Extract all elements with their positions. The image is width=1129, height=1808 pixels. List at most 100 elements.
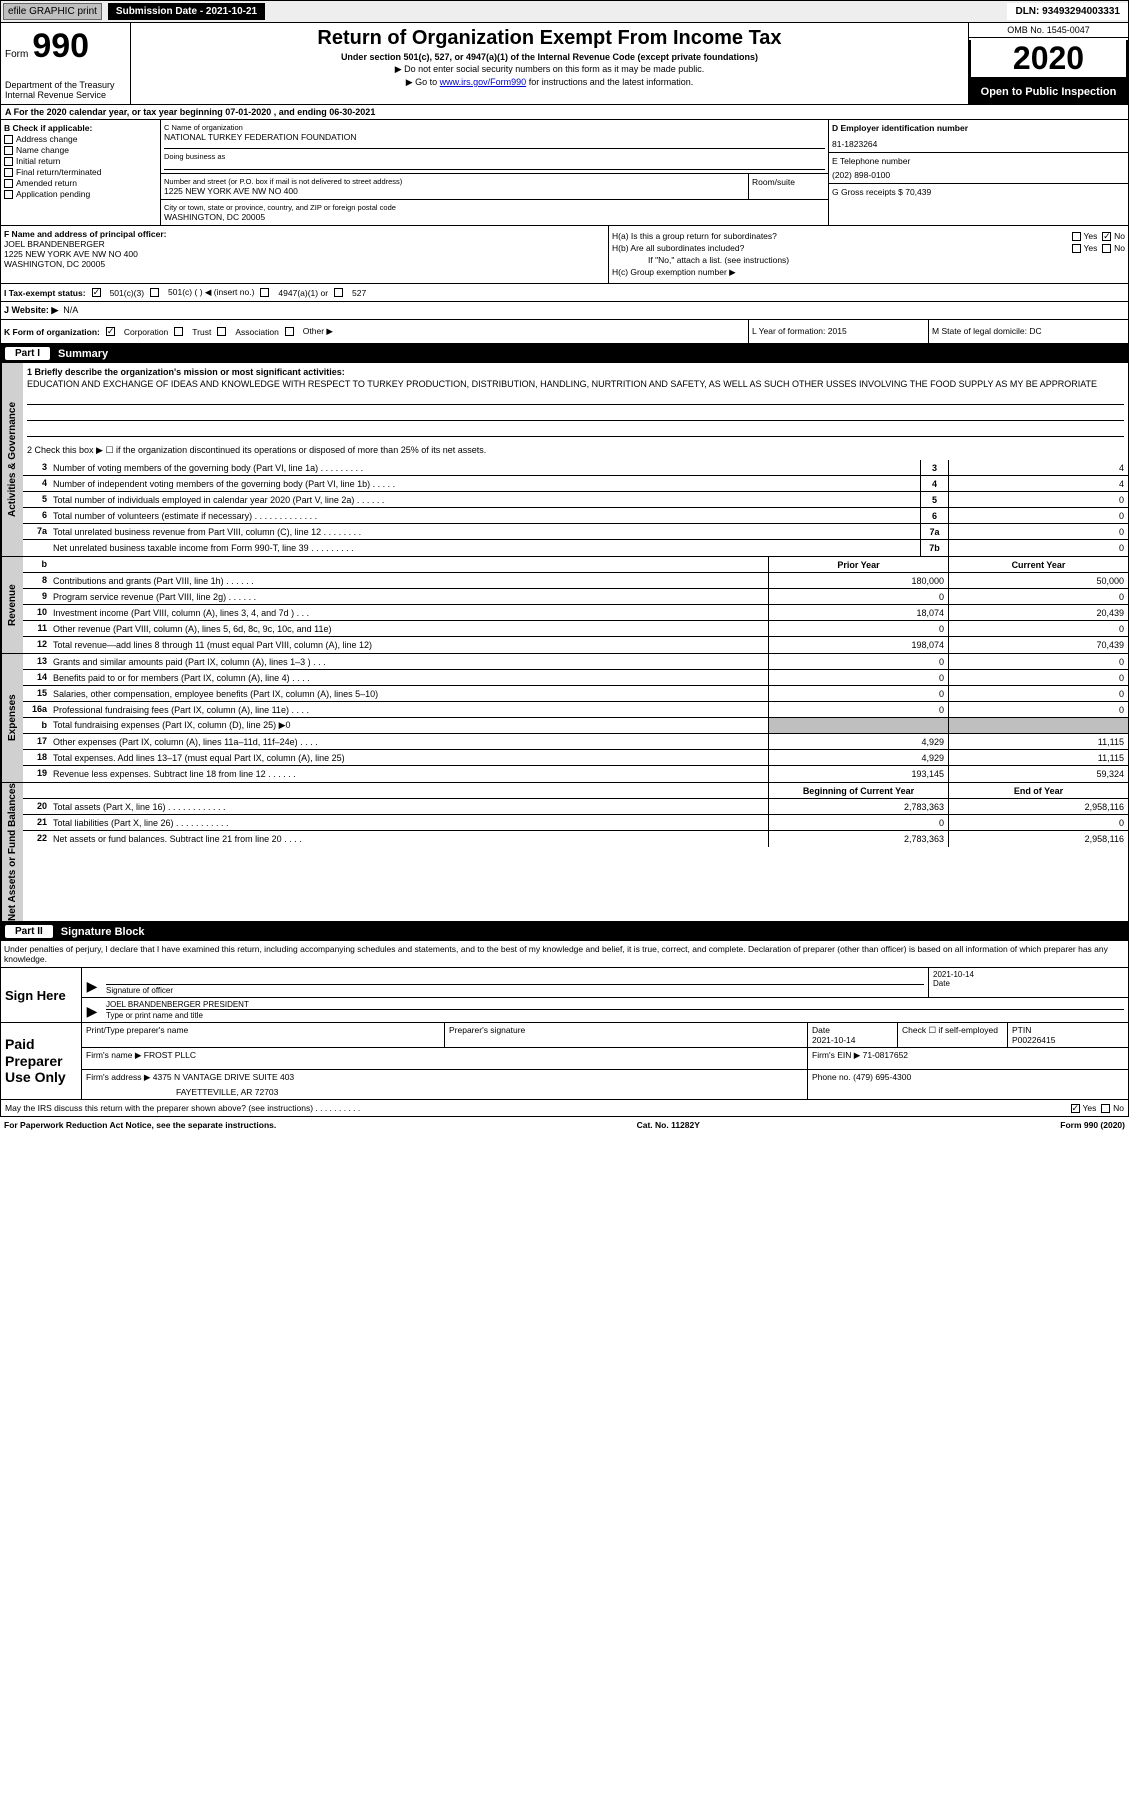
discuss-row: May the IRS discuss this return with the… bbox=[0, 1100, 1129, 1117]
efile-print-button[interactable]: efile GRAPHIC print bbox=[3, 3, 102, 20]
part-2-header: Part II Signature Block bbox=[0, 922, 1129, 941]
irs-label: Internal Revenue Service bbox=[5, 90, 126, 100]
page-footer: For Paperwork Reduction Act Notice, see … bbox=[0, 1117, 1129, 1133]
tax-period: A For the 2020 calendar year, or tax yea… bbox=[0, 105, 1129, 120]
officer-addr1: 1225 NEW YORK AVE NW NO 400 bbox=[4, 249, 605, 259]
tax-exempt-section: I Tax-exempt status: 501(c)(3) 501(c) ( … bbox=[0, 284, 1129, 302]
signature-intro: Under penalties of perjury, I declare th… bbox=[0, 941, 1129, 968]
table-row: 3Number of voting members of the governi… bbox=[23, 460, 1128, 476]
net-assets-block: Net Assets or Fund Balances Beginning of… bbox=[0, 783, 1129, 922]
submission-date: Submission Date - 2021-10-21 bbox=[108, 3, 265, 20]
discuss-yes-check bbox=[1071, 1104, 1080, 1113]
instructions-link[interactable]: www.irs.gov/Form990 bbox=[440, 77, 527, 87]
org-info-section: B Check if applicable: Address change Na… bbox=[0, 120, 1129, 226]
form-subtitle-1: Under section 501(c), 527, or 4947(a)(1)… bbox=[135, 52, 964, 62]
form-org-row: K Form of organization: Corporation Trus… bbox=[0, 320, 1129, 344]
current-year-header: Current Year bbox=[948, 557, 1128, 572]
table-row: 13Grants and similar amounts paid (Part … bbox=[23, 654, 1128, 670]
table-row: 6Total number of volunteers (estimate if… bbox=[23, 508, 1128, 524]
ptin: PTIN P00226415 bbox=[1008, 1023, 1128, 1047]
self-employed-check: Check ☐ if self-employed bbox=[898, 1023, 1008, 1047]
table-row: 14Benefits paid to or for members (Part … bbox=[23, 670, 1128, 686]
ha-label: H(a) Is this a group return for subordin… bbox=[612, 231, 1072, 241]
form-footer: Form 990 (2020) bbox=[1060, 1120, 1125, 1130]
table-row: 5Total number of individuals employed in… bbox=[23, 492, 1128, 508]
arrow-icon: ▶ bbox=[82, 968, 102, 997]
table-row: 22Net assets or fund balances. Subtract … bbox=[23, 831, 1128, 847]
year-formation: L Year of formation: 2015 bbox=[748, 320, 928, 343]
dept-label: Department of the Treasury bbox=[5, 80, 126, 90]
line-2: 2 Check this box ▶ ☐ if the organization… bbox=[27, 445, 1124, 456]
corporation-check bbox=[106, 327, 115, 336]
expenses-block: Expenses 13Grants and similar amounts pa… bbox=[0, 654, 1129, 783]
name-title-label: Type or print name and title bbox=[106, 1009, 1124, 1020]
prior-year-header: Prior Year bbox=[768, 557, 948, 572]
hb-note: If "No," attach a list. (see instruction… bbox=[648, 255, 1125, 265]
firm-phone: Phone no. (479) 695-4300 bbox=[808, 1070, 1128, 1099]
table-row: 17Other expenses (Part IX, column (A), l… bbox=[23, 734, 1128, 750]
expenses-tab: Expenses bbox=[1, 654, 23, 782]
phone-label: E Telephone number bbox=[832, 156, 1125, 166]
city-label: City or town, state or province, country… bbox=[164, 203, 825, 212]
address-value: 1225 NEW YORK AVE NW NO 400 bbox=[164, 186, 745, 196]
table-row: Net unrelated business taxable income fr… bbox=[23, 540, 1128, 556]
hc-label: H(c) Group exemption number ▶ bbox=[612, 267, 736, 278]
website-row: J Website: ▶ N/A bbox=[0, 302, 1129, 320]
prep-date: Date 2021-10-14 bbox=[808, 1023, 898, 1047]
table-row: 21Total liabilities (Part X, line 26) . … bbox=[23, 815, 1128, 831]
mission-prompt: 1 Briefly describe the organization's mi… bbox=[27, 367, 1124, 377]
table-row: 19Revenue less expenses. Subtract line 1… bbox=[23, 766, 1128, 782]
firm-name: FROST PLLC bbox=[144, 1050, 196, 1060]
table-row: 10Investment income (Part VIII, column (… bbox=[23, 605, 1128, 621]
prep-name-label: Print/Type preparer's name bbox=[82, 1023, 445, 1047]
website-value: N/A bbox=[63, 305, 78, 315]
ha-no-check bbox=[1102, 232, 1111, 241]
tax-year: 2020 bbox=[971, 40, 1126, 77]
end-year-header: End of Year bbox=[948, 783, 1128, 798]
cat-no: Cat. No. 11282Y bbox=[637, 1120, 700, 1130]
table-row: 18Total expenses. Add lines 13–17 (must … bbox=[23, 750, 1128, 766]
signature-label: Signature of officer bbox=[106, 984, 924, 995]
box-i-label: I Tax-exempt status: bbox=[4, 288, 86, 298]
governance-tab: Activities & Governance bbox=[1, 363, 23, 556]
table-row: 8Contributions and grants (Part VIII, li… bbox=[23, 573, 1128, 589]
ein-value: 81-1823264 bbox=[832, 139, 1125, 149]
paid-preparer-block: Paid Preparer Use Only Print/Type prepar… bbox=[0, 1023, 1129, 1100]
sign-here-label: Sign Here bbox=[1, 968, 81, 1022]
top-bar: efile GRAPHIC print Submission Date - 20… bbox=[0, 0, 1129, 23]
paperwork-notice: For Paperwork Reduction Act Notice, see … bbox=[4, 1120, 276, 1130]
form-subtitle-2: ▶ Do not enter social security numbers o… bbox=[135, 64, 964, 75]
table-row: 9Program service revenue (Part VIII, lin… bbox=[23, 589, 1128, 605]
table-row: 4Number of independent voting members of… bbox=[23, 476, 1128, 492]
firm-city: FAYETTEVILLE, AR 72703 bbox=[176, 1087, 803, 1097]
sign-here-block: Sign Here ▶ Signature of officer 2021-10… bbox=[0, 968, 1129, 1023]
net-assets-tab: Net Assets or Fund Balances bbox=[1, 783, 23, 921]
address-label: Number and street (or P.O. box if mail i… bbox=[164, 177, 745, 186]
phone-value: (202) 898-0100 bbox=[832, 170, 1125, 180]
ein-label: D Employer identification number bbox=[832, 123, 1125, 133]
dba-label: Doing business as bbox=[164, 152, 825, 161]
table-row: 16aProfessional fundraising fees (Part I… bbox=[23, 702, 1128, 718]
form-subtitle-3: ▶ Go to www.irs.gov/Form990 for instruct… bbox=[135, 77, 964, 88]
org-name-label: C Name of organization bbox=[164, 123, 825, 132]
begin-year-header: Beginning of Current Year bbox=[768, 783, 948, 798]
box-b: B Check if applicable: Address change Na… bbox=[1, 120, 161, 225]
hb-label: H(b) Are all subordinates included? bbox=[612, 243, 1072, 253]
state-domicile: M State of legal domicile: DC bbox=[928, 320, 1128, 343]
gross-receipts: G Gross receipts $ 70,439 bbox=[829, 184, 1128, 200]
officer-addr2: WASHINGTON, DC 20005 bbox=[4, 259, 605, 269]
dln-label: DLN: 93493294003331 bbox=[1007, 3, 1128, 20]
table-row: bTotal fundraising expenses (Part IX, co… bbox=[23, 718, 1128, 734]
firm-address: 4375 N VANTAGE DRIVE SUITE 403 bbox=[153, 1072, 294, 1082]
org-name: NATIONAL TURKEY FEDERATION FOUNDATION bbox=[164, 132, 825, 142]
form-header: Form 990 Department of the Treasury Inte… bbox=[0, 23, 1129, 105]
sign-date-label: Date bbox=[933, 979, 1124, 988]
mission-text: EDUCATION AND EXCHANGE OF IDEAS AND KNOW… bbox=[27, 379, 1124, 389]
city-value: WASHINGTON, DC 20005 bbox=[164, 212, 825, 222]
table-row: 12Total revenue—add lines 8 through 11 (… bbox=[23, 637, 1128, 653]
firm-ein: Firm's EIN ▶ 71-0817652 bbox=[808, 1048, 1128, 1069]
501c3-check bbox=[92, 288, 101, 297]
officer-group-section: F Name and address of principal officer:… bbox=[0, 226, 1129, 284]
omb-number: OMB No. 1545-0047 bbox=[969, 23, 1128, 38]
table-row: 11Other revenue (Part VIII, column (A), … bbox=[23, 621, 1128, 637]
